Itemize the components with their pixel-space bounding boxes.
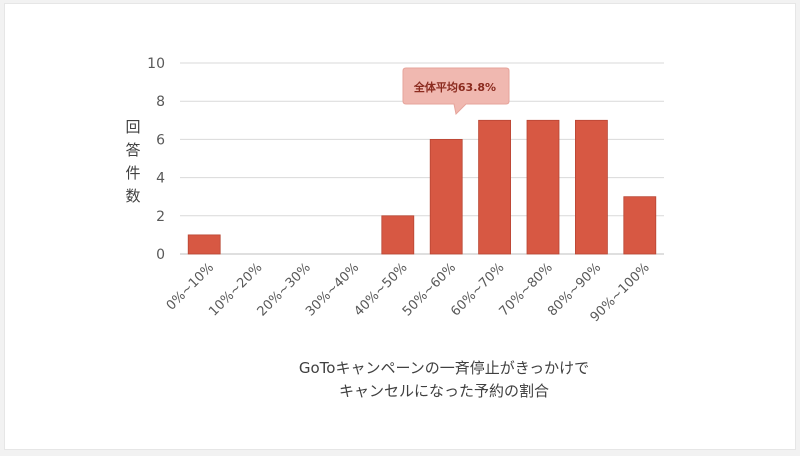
- x-axis-label-line-1: GoToキャンペーンの一斉停止がきっかけで: [299, 359, 589, 377]
- y-axis-label-text: 回答件数: [125, 118, 140, 205]
- x-axis-label: GoToキャンペーンの一斉停止がきっかけで キャンセルになった予約の割合: [299, 359, 589, 400]
- x-axis-label-line-2: キャンセルになった予約の割合: [339, 382, 549, 400]
- bar: [381, 215, 415, 255]
- bar: [187, 234, 221, 255]
- y-tick-label: 0: [156, 247, 165, 263]
- average-callout: 全体平均63.8%: [402, 67, 510, 116]
- x-axis-categories: 0%~10%10%~20%20%~30%30%~40%40%~50%50%~60…: [164, 260, 653, 325]
- bar: [478, 119, 512, 255]
- y-tick-label: 10: [147, 56, 165, 72]
- y-axis-label: 回答件数: [125, 118, 140, 205]
- y-tick-label: 6: [156, 132, 165, 148]
- bars: [187, 119, 657, 255]
- y-axis-ticks: 0 2 4 6 8 10: [147, 56, 165, 263]
- y-tick-label: 2: [156, 209, 165, 225]
- y-tick-label: 8: [156, 94, 165, 110]
- bar: [623, 196, 657, 255]
- callout-bubble: [402, 67, 510, 116]
- y-tick-label: 4: [156, 171, 165, 187]
- bar: [575, 119, 608, 255]
- bar: [429, 138, 463, 255]
- callout-text: 全体平均63.8%: [413, 80, 496, 94]
- bar: [526, 119, 560, 255]
